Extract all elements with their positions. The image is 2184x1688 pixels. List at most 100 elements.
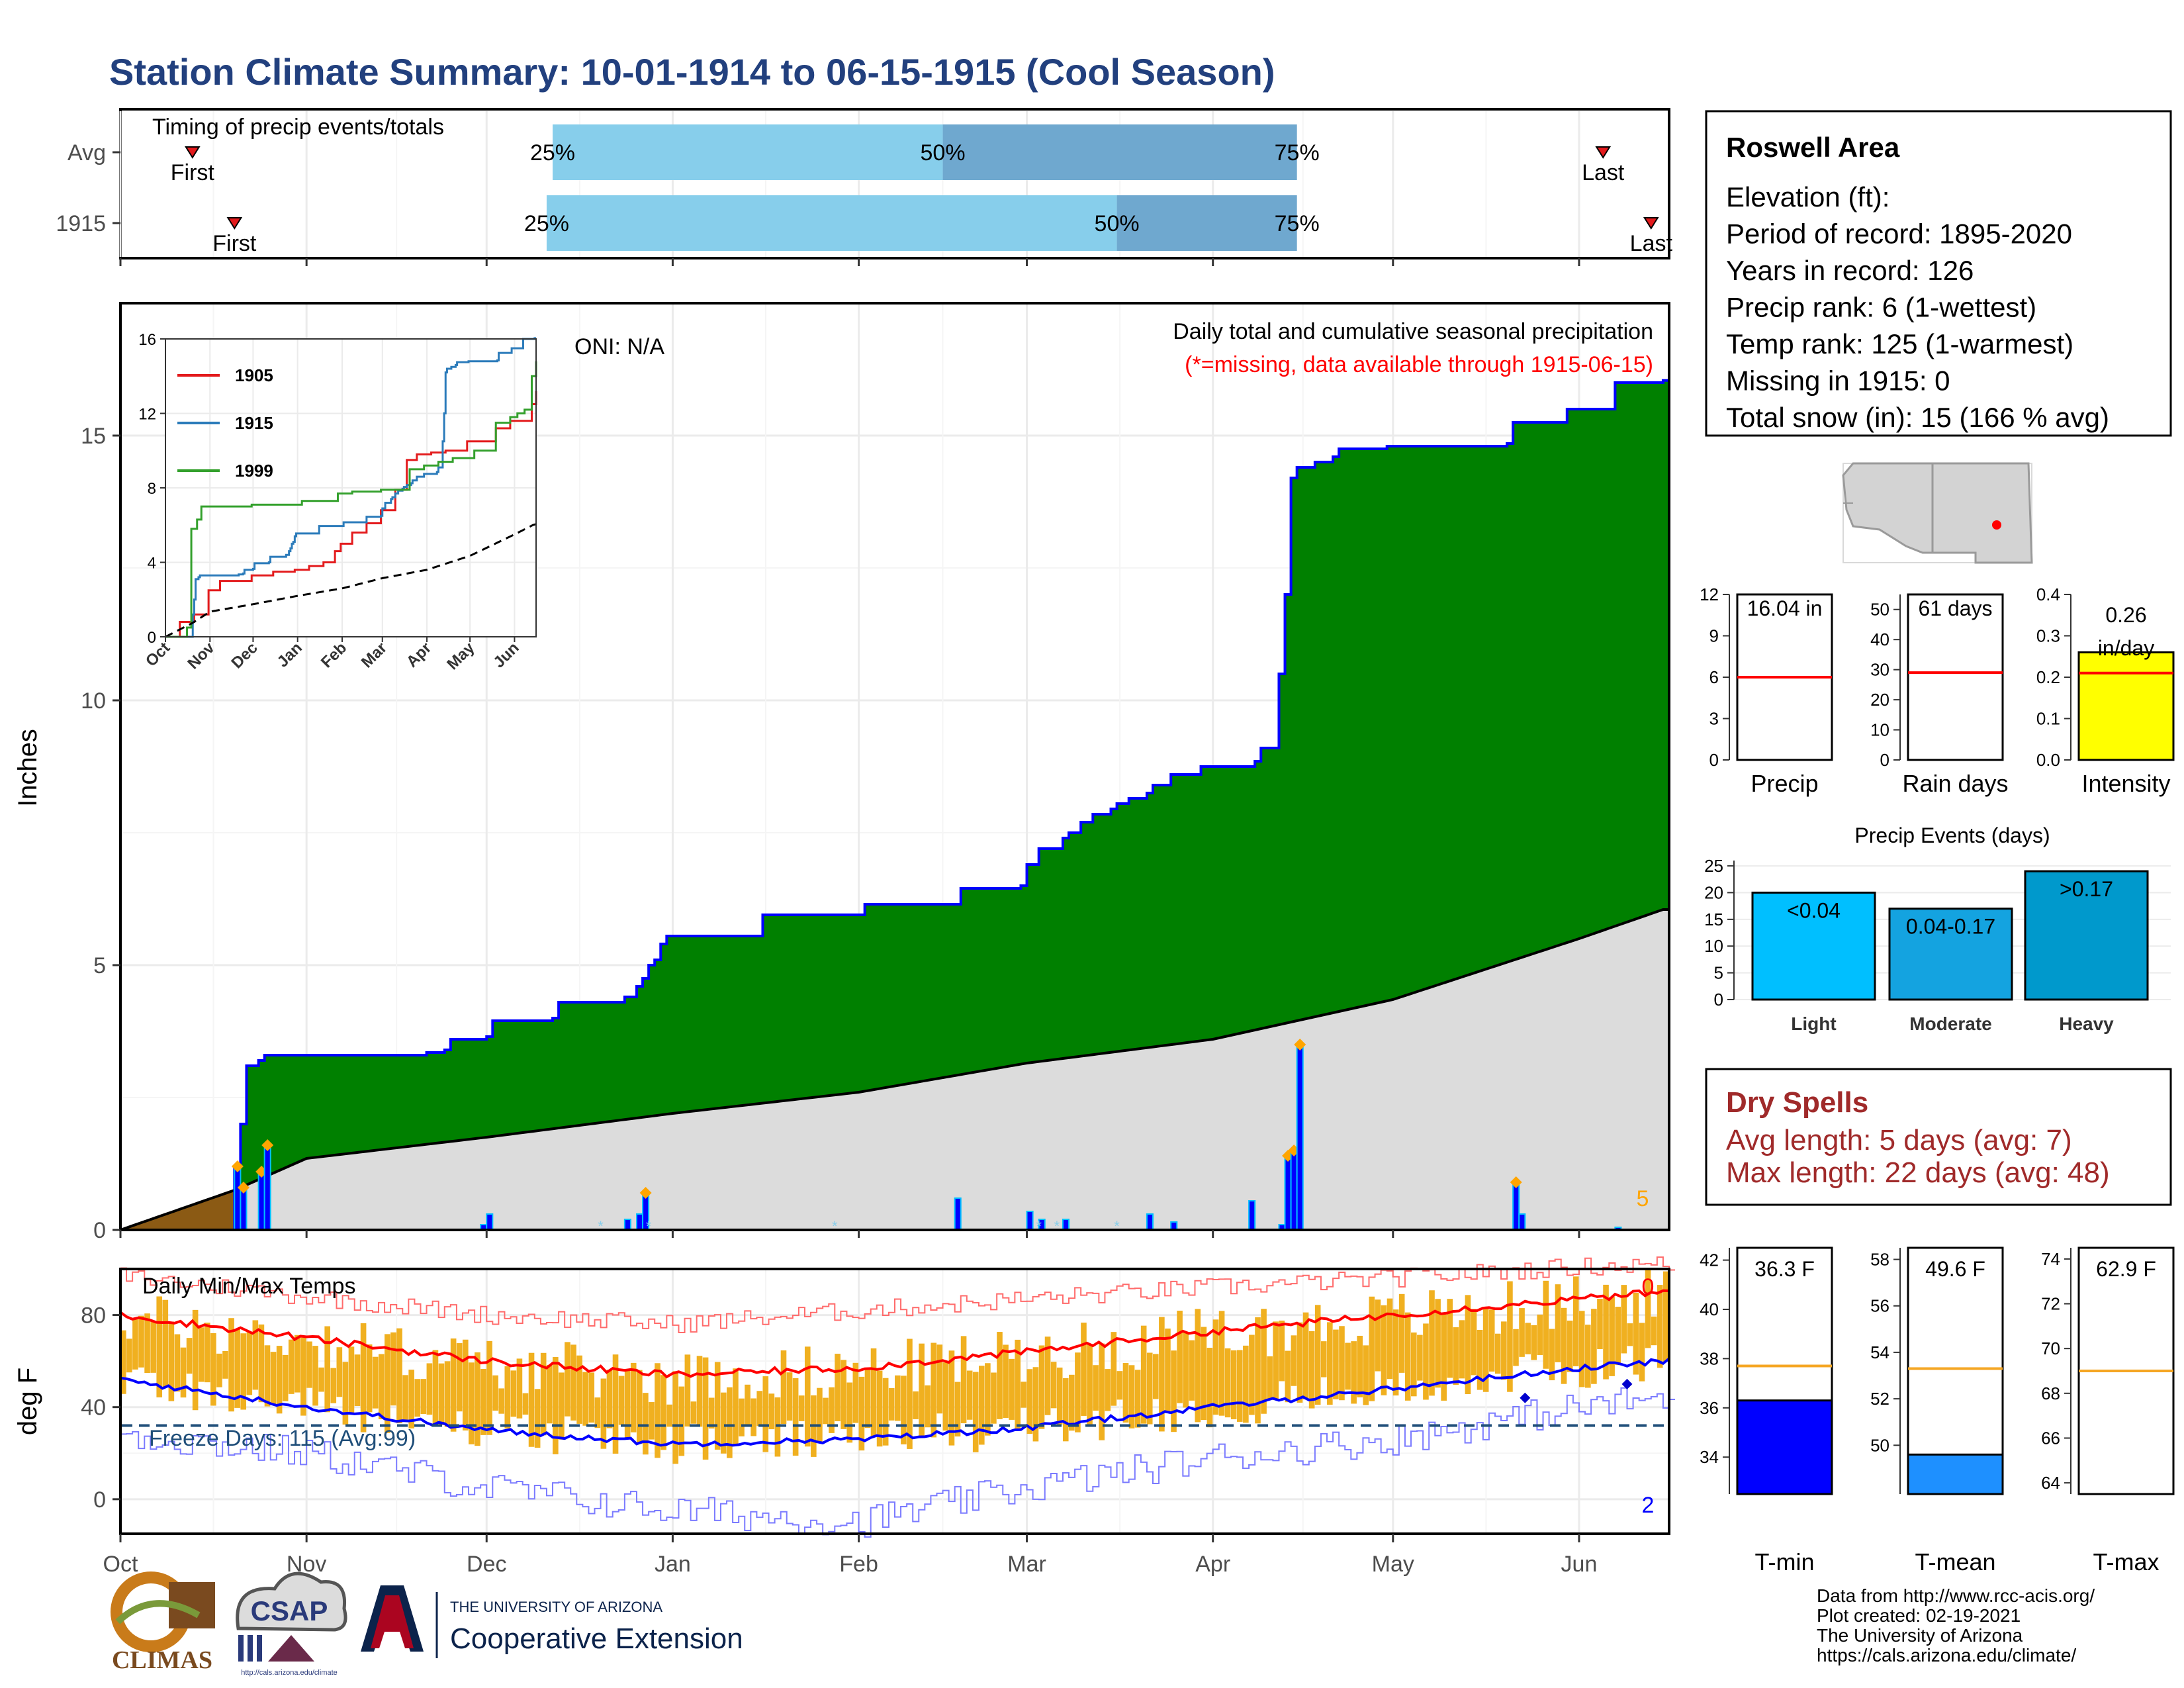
precip-title: Daily total and cumulative seasonal prec… <box>1173 319 1653 344</box>
daily-temp-range-bar <box>264 1345 271 1407</box>
daily-temp-range-bar <box>1435 1299 1441 1388</box>
summary-bar-tick: 10 <box>1870 720 1889 740</box>
events-bar-label: <0.04 <box>1787 898 1841 922</box>
summary-bar-tick: 40 <box>1870 630 1889 649</box>
temps-y-axis-label: deg F <box>13 1368 42 1435</box>
temp-bar-value: 49.6 F <box>1925 1257 1985 1281</box>
csap-logo-url: http://cals.arizona.edu/climate <box>241 1669 338 1677</box>
daily-temp-range-bar <box>390 1332 396 1406</box>
average-min-line <box>120 1357 1670 1448</box>
daily-temp-range-bar <box>1255 1317 1261 1424</box>
daily-temp-range-bar <box>1249 1335 1255 1415</box>
daily-temp-range-bar <box>252 1320 259 1390</box>
daily-temp-range-bar <box>660 1375 666 1450</box>
temp-bar-label: T-mean <box>1915 1548 1995 1575</box>
summary-bar-tick: 0.2 <box>2036 667 2060 687</box>
daily-temp-range-bar <box>186 1338 193 1374</box>
daily-temp-range-bar <box>1116 1371 1123 1400</box>
daily-temp-range-bar <box>420 1379 427 1414</box>
summary-bar-rain-days: 0 10 20 30 40 50 61 days Rain days <box>1870 593 2009 797</box>
daily-temp-range-bar <box>228 1318 234 1412</box>
daily-temp-range-bar <box>1243 1345 1249 1423</box>
timing-row-label: Avg <box>68 140 106 165</box>
summary-bar-intensity: 0.0 0.1 0.2 0.3 0.4 0.26 in/day Intensity <box>2036 585 2175 797</box>
daily-temp-range-bar <box>864 1369 871 1429</box>
last-event-marker <box>1643 217 1659 230</box>
daily-temp-range-bar <box>972 1372 979 1452</box>
daily-temp-range-bar <box>630 1362 637 1432</box>
summary-bar-label: Rain days <box>1902 770 2008 797</box>
daily-temp-range-bar <box>1050 1362 1057 1409</box>
events-bar-moderate: 0.04-0.17 Moderate <box>1888 908 2013 1034</box>
daily-temp-range-bar <box>1122 1363 1129 1423</box>
temp-bar-tick: 72 <box>2041 1294 2060 1314</box>
daily-temp-range-bar <box>1375 1299 1381 1372</box>
daily-temp-range-bar <box>1308 1331 1315 1409</box>
record-low-marker <box>1621 1378 1633 1389</box>
below-average-area <box>120 1188 241 1230</box>
daily-temp-range-bar <box>522 1393 529 1415</box>
dry-spells-box: Dry Spells Avg length: 5 days (avg: 7) M… <box>1705 1068 2172 1206</box>
daily-temp-range-bar <box>282 1354 289 1401</box>
daily-temp-range-bar <box>510 1370 517 1417</box>
daily-temp-range-bar <box>1038 1345 1045 1429</box>
daily-temp-range-bar <box>1111 1332 1117 1406</box>
daily-temp-range-bar <box>895 1375 901 1421</box>
inset-line-1999 <box>165 361 537 638</box>
daily-temp-range-bar <box>396 1328 402 1424</box>
summary-bar-tick: 0 <box>1880 750 1889 770</box>
daily-temp-range-bar <box>1062 1378 1069 1442</box>
daily-temp-range-bar <box>1398 1293 1405 1373</box>
daily-temp-range-bar <box>1549 1329 1555 1381</box>
daily-temp-range-bar <box>1597 1298 1603 1349</box>
summary-bar-tick: 0.0 <box>2036 750 2060 770</box>
summary-bar-tick: 0.4 <box>2036 585 2060 604</box>
daily-precip-bar <box>1062 1219 1070 1231</box>
temps-y-tick: 40 <box>81 1395 106 1421</box>
daily-temp-range-bar <box>504 1366 511 1429</box>
temps-y-tick: 80 <box>81 1303 106 1329</box>
daily-temp-range-bar <box>1087 1344 1093 1427</box>
daily-precip-bar <box>1296 1044 1304 1231</box>
daily-temp-range-bar <box>1357 1335 1363 1397</box>
events-bar-heavy: >0.17 Heavy <box>2024 870 2149 1034</box>
daily-temp-range-bar <box>438 1363 445 1425</box>
missing-data-note: (*=missing, data available through 1915-… <box>1185 352 1653 377</box>
daily-temp-range-bar <box>1543 1280 1549 1369</box>
inset-legend-item: 1915 <box>177 413 273 433</box>
month-tick-label: Oct <box>103 1552 138 1577</box>
daily-temp-range-bar <box>1609 1297 1615 1376</box>
temps-title: Daily Min/Max Temps <box>142 1274 355 1299</box>
precip-y-axis-label: Inches <box>13 729 42 807</box>
inset-legend-label: 1905 <box>235 365 273 385</box>
snow-marker: * <box>1036 1218 1042 1235</box>
daily-temp-range-bar <box>450 1338 457 1432</box>
daily-temp-range-bar <box>919 1343 925 1438</box>
daily-temp-range-bar <box>714 1362 721 1450</box>
daily-temp-range-bar <box>600 1378 607 1449</box>
daily-temp-range-bar <box>444 1361 451 1427</box>
daily-temp-range-bar <box>1531 1325 1537 1360</box>
precip-y-tick: 10 <box>81 688 106 714</box>
daily-temp-range-bar <box>1285 1350 1291 1403</box>
daily-temp-range-bar <box>1153 1354 1159 1399</box>
daily-precip-bar <box>257 1171 265 1231</box>
temp-bar-value: 62.9 F <box>2096 1257 2156 1281</box>
daily-temp-range-bar <box>1159 1317 1165 1432</box>
daily-temp-range-bar <box>1363 1345 1369 1405</box>
daily-temp-range-bar <box>1279 1320 1285 1382</box>
events-y-tick: 20 <box>1704 882 1723 902</box>
daily-temp-range-bar <box>318 1367 324 1392</box>
daily-temp-range-bar <box>126 1338 132 1373</box>
daily-temp-range-bar <box>475 1352 480 1446</box>
daily-max-marker <box>1510 1176 1522 1188</box>
daily-temp-range-bar <box>1651 1316 1657 1346</box>
daily-precip-bar <box>636 1213 644 1231</box>
daily-max-marker <box>639 1187 652 1199</box>
oni-label: ONI: N/A <box>574 334 664 359</box>
daily-temp-range-bar <box>1578 1311 1585 1387</box>
temp-summary-bar-t-max: 64 66 68 70 72 74 62.9 F T-max <box>2041 1246 2175 1575</box>
daily-temp-range-bar <box>1044 1336 1051 1415</box>
daily-temp-range-bar <box>372 1356 379 1409</box>
snow-marker: * <box>598 1218 604 1235</box>
